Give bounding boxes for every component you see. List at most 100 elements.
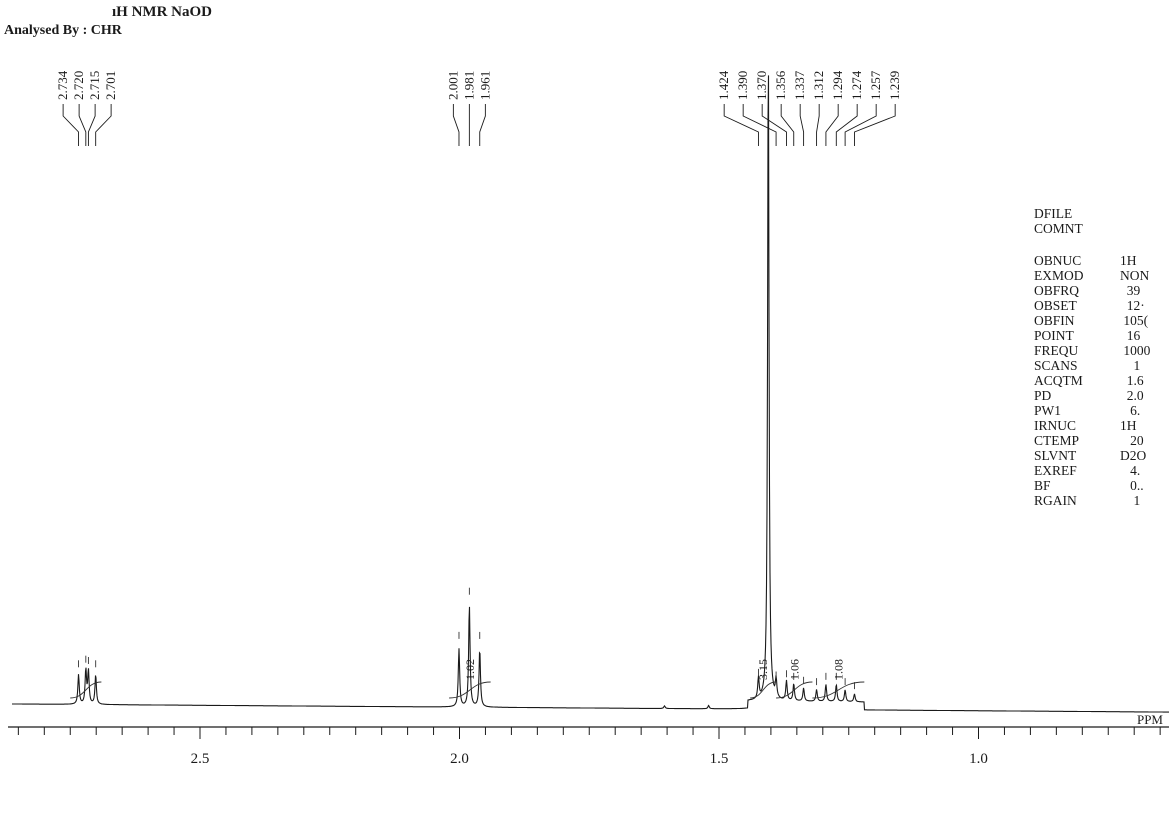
axis-tick-label: 1.0 [969, 751, 988, 767]
peak-label-connector [799, 104, 805, 146]
peak-label: 1.424 [716, 70, 731, 100]
integral-label: 1.02 [463, 659, 477, 680]
integral-curve [750, 681, 777, 699]
ppm-axis: 2.5 2.0 1.5 1.0 PPM [8, 712, 1169, 767]
param-value: 105( [1120, 313, 1149, 328]
param-row: DFILE [1034, 206, 1150, 221]
peak-label-connector [87, 104, 96, 146]
param-value: 1H [1120, 418, 1137, 433]
peak-label-connector [780, 104, 795, 146]
param-row: EXMOD NON [1034, 268, 1150, 283]
peak-label-group: 2.001 1.981 1.961 [445, 71, 492, 146]
integral-label: 1.08 [831, 659, 845, 680]
param-name: EXREF [1034, 463, 1077, 478]
param-name: BF [1034, 478, 1051, 493]
peak-label: 1.390 [735, 71, 750, 100]
peak-label: 1.294 [830, 70, 845, 100]
param-value: 1 [1120, 358, 1141, 373]
acquisition-parameters: DFILE COMNT OBNUC 1H EXMOD NON OBFRQ 39 OBSET … [1034, 206, 1150, 508]
param-name: OBSET [1034, 298, 1077, 313]
param-value: 12· [1120, 298, 1145, 313]
peak-label-connector [835, 104, 858, 146]
peak-label: 1.257 [868, 70, 883, 100]
param-name: PD [1034, 388, 1052, 403]
param-name: COMNT [1034, 221, 1083, 236]
peak-label: 1.239 [887, 71, 902, 100]
param-name: IRNUC [1034, 418, 1077, 433]
integral-curve [776, 681, 813, 699]
param-row: OBFRQ 39 [1034, 283, 1150, 298]
integral-curve [812, 681, 865, 699]
peak-label-connector [844, 104, 877, 146]
param-row: FREQU 1000 [1034, 343, 1150, 358]
integral-label: 1.06 [787, 659, 801, 680]
param-row: POINT 16 [1034, 328, 1150, 343]
param-row: PD 2.0 [1034, 388, 1150, 403]
param-row: OBSET 12· [1034, 298, 1150, 313]
analyst-label: Analysed By : CHR [4, 23, 122, 38]
param-value: 1 [1120, 493, 1141, 508]
param-name: PW1 [1034, 403, 1061, 418]
spectrum-trace [12, 75, 1169, 713]
param-value: 16 [1120, 328, 1141, 343]
integral-curve [449, 681, 491, 699]
peak-label: 1.356 [773, 70, 788, 100]
spectrum-title: ıH NMR NaOD [112, 4, 212, 20]
peak-label-group: 1.424 1.390 1.370 1.356 1.337 1.312 1.294 1.274… [716, 70, 902, 146]
param-value: NON [1120, 268, 1150, 283]
param-name: EXMOD [1034, 268, 1084, 283]
axis-unit-label: PPM [1137, 712, 1163, 727]
peak-label-connector [723, 104, 759, 146]
integral-curves: 1.02 3.15 1.06 1.08 [70, 659, 865, 699]
param-name: SLVNT [1034, 448, 1077, 463]
param-value: 0.. [1120, 478, 1144, 493]
axis-tick-label: 1.5 [710, 751, 729, 767]
param-name: OBFRQ [1034, 283, 1080, 298]
param-name: OBFIN [1034, 313, 1075, 328]
peak-label: 2.720 [71, 71, 86, 100]
peak-label-connector [816, 104, 820, 146]
param-row: OBFIN 105( [1034, 313, 1150, 328]
param-value: 1H [1120, 253, 1137, 268]
param-value: 1.6 [1120, 373, 1144, 388]
peak-label-connector [825, 104, 839, 146]
param-row: SLVNT D2O [1034, 448, 1150, 463]
peak-label: 2.734 [55, 70, 70, 100]
param-row: COMNT [1034, 221, 1150, 236]
param-name: POINT [1034, 328, 1074, 343]
peak-label-connector [452, 104, 460, 146]
peak-label: 1.370 [754, 71, 769, 100]
peak-label: 1.981 [461, 71, 476, 100]
spectrum-trace-group [12, 75, 1169, 713]
peak-label-groups: 2.734 2.720 2.715 2.701 2.001 1.981 1.961 1.424… [55, 70, 902, 146]
param-value: 1000 [1120, 343, 1151, 358]
peak-label-connector [95, 104, 112, 146]
param-name: CTEMP [1034, 433, 1080, 448]
param-value: 2.0 [1120, 388, 1144, 403]
param-row: SCANS 1 [1034, 358, 1150, 373]
peak-label: 1.961 [477, 71, 492, 100]
param-value: 4. [1120, 463, 1141, 478]
param-value: D2O [1120, 448, 1147, 463]
peak-label: 2.001 [445, 71, 460, 100]
param-row: RGAIN 1 [1034, 493, 1150, 508]
axis-tick-label: 2.0 [450, 751, 469, 767]
param-value: 20 [1120, 433, 1144, 448]
peak-label-connector [78, 104, 87, 146]
param-row: EXREF 4. [1034, 463, 1150, 478]
peak-label: 2.701 [103, 71, 118, 100]
param-name: OBNUC [1034, 253, 1082, 268]
param-value: 6. [1120, 403, 1141, 418]
peak-label: 2.715 [87, 71, 102, 100]
peak-label: 1.274 [849, 70, 864, 100]
param-row: CTEMP 20 [1034, 433, 1150, 448]
param-name: SCANS [1034, 358, 1078, 373]
param-value: 39 [1120, 283, 1141, 298]
param-name: ACQTM [1034, 373, 1083, 388]
peak-label-connector [761, 104, 787, 146]
param-name: RGAIN [1034, 493, 1077, 508]
peak-label-connector [479, 104, 486, 146]
peak-label-connector [742, 104, 777, 146]
param-name: FREQU [1034, 343, 1079, 358]
